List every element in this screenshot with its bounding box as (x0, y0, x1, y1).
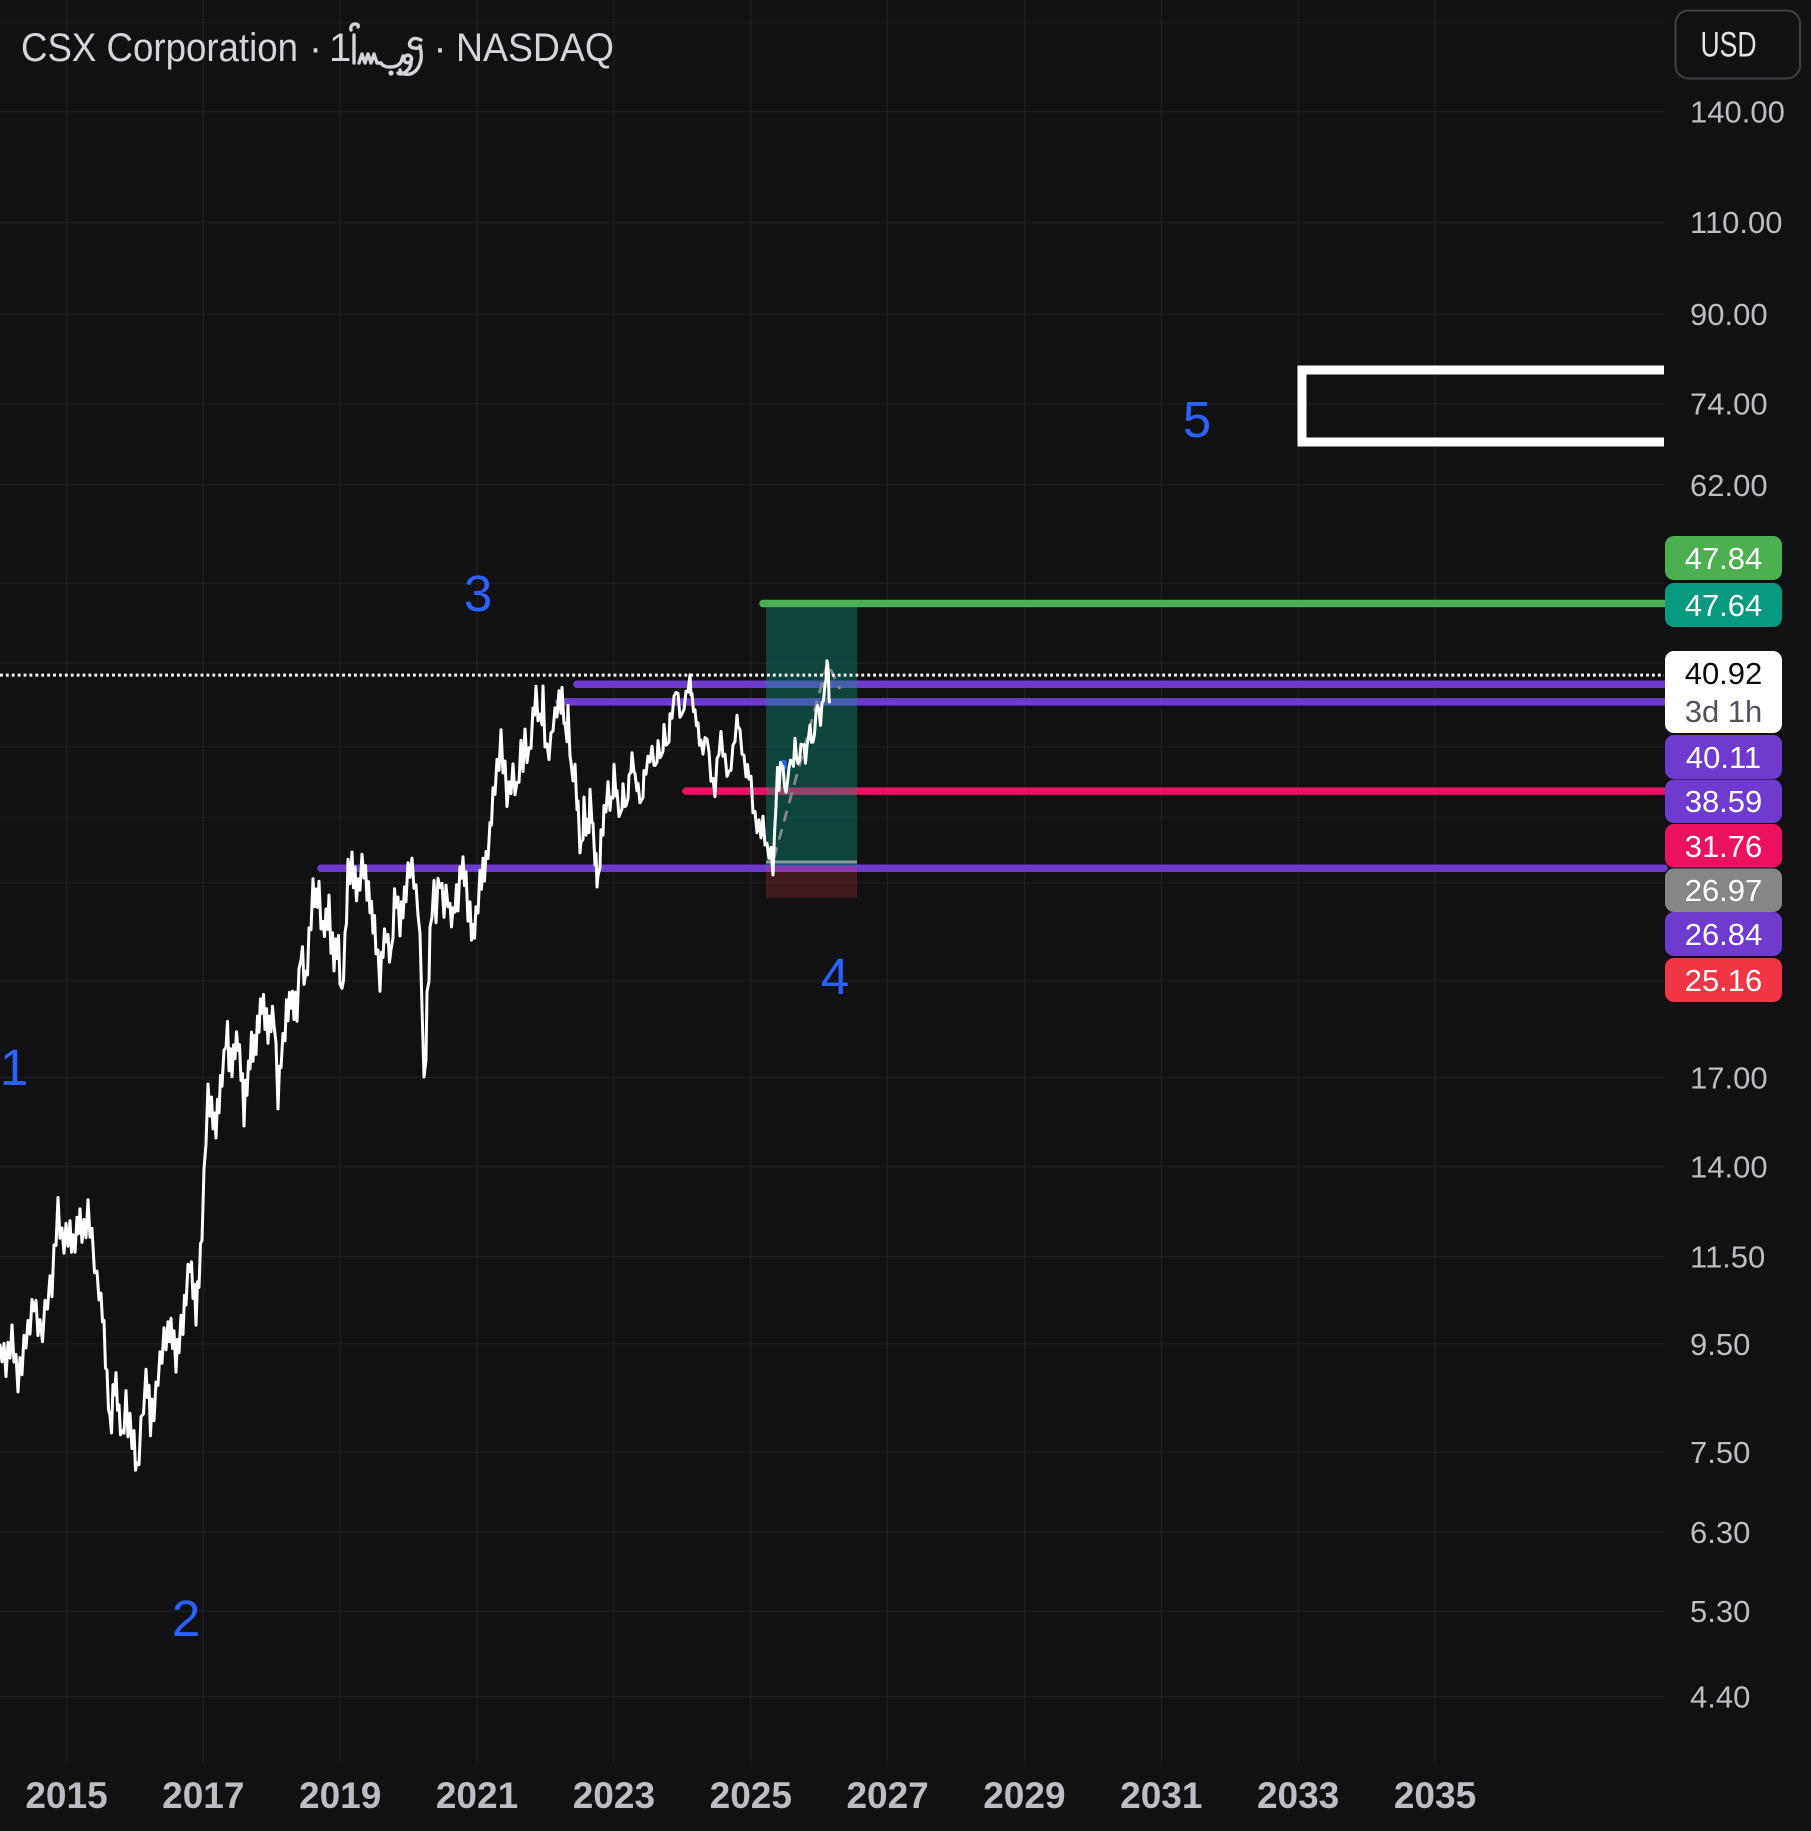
svg-text:2021: 2021 (436, 1775, 518, 1816)
svg-text:2: 2 (172, 1590, 200, 1647)
svg-text:26.84: 26.84 (1685, 917, 1763, 952)
svg-text:4: 4 (821, 948, 849, 1005)
svg-text:2019: 2019 (299, 1775, 381, 1816)
svg-text:·: · (433, 26, 446, 70)
svg-text:CSX Corporation: CSX Corporation (21, 26, 298, 70)
svg-text:NASDAQ: NASDAQ (456, 26, 614, 70)
svg-text:2033: 2033 (1257, 1775, 1339, 1816)
svg-text:11.50: 11.50 (1690, 1239, 1765, 1274)
svg-text:2015: 2015 (25, 1775, 107, 1816)
svg-text:·: · (309, 26, 322, 70)
svg-text:14.00: 14.00 (1690, 1149, 1768, 1184)
svg-text:3: 3 (464, 565, 492, 622)
svg-text:40.11: 40.11 (1686, 740, 1761, 775)
svg-text:25.16: 25.16 (1685, 963, 1763, 998)
svg-text:140.00: 140.00 (1690, 95, 1785, 130)
svg-text:40.92: 40.92 (1685, 656, 1763, 691)
svg-text:90.00: 90.00 (1690, 297, 1768, 332)
svg-text:3d 1h: 3d 1h (1685, 694, 1763, 729)
svg-text:38.59: 38.59 (1685, 784, 1763, 819)
svg-text:USD: USD (1701, 26, 1757, 65)
svg-text:74.00: 74.00 (1690, 387, 1768, 422)
svg-text:2017: 2017 (162, 1775, 244, 1816)
svg-text:5: 5 (1183, 391, 1211, 448)
svg-text:110.00: 110.00 (1690, 205, 1783, 240)
svg-text:47.64: 47.64 (1685, 588, 1763, 623)
svg-text:7.50: 7.50 (1690, 1435, 1750, 1470)
svg-text:26.97: 26.97 (1685, 873, 1763, 908)
svg-text:1: 1 (329, 26, 351, 70)
svg-text:17.00: 17.00 (1690, 1060, 1768, 1095)
svg-text:31.76: 31.76 (1685, 829, 1763, 864)
svg-text:47.84: 47.84 (1685, 541, 1763, 576)
svg-text:2025: 2025 (710, 1775, 792, 1816)
svg-text:1: 1 (0, 1039, 28, 1096)
svg-text:62.00: 62.00 (1690, 468, 1768, 503)
svg-text:5.30: 5.30 (1690, 1594, 1750, 1629)
svg-text:2035: 2035 (1394, 1775, 1476, 1816)
svg-text:6.30: 6.30 (1690, 1515, 1750, 1550)
svg-text:4.40: 4.40 (1690, 1679, 1750, 1714)
svg-text:9.50: 9.50 (1690, 1327, 1750, 1362)
svg-text:2023: 2023 (573, 1775, 655, 1816)
svg-text:2031: 2031 (1120, 1775, 1202, 1816)
svg-text:2027: 2027 (846, 1775, 928, 1816)
svg-text:2029: 2029 (983, 1775, 1065, 1816)
